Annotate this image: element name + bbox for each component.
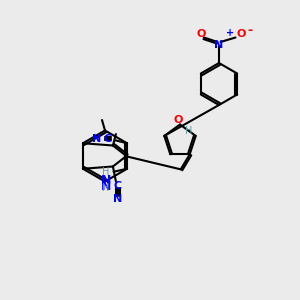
Text: O: O — [237, 29, 246, 40]
Text: O: O — [174, 115, 183, 125]
Text: N: N — [92, 134, 102, 144]
Text: N: N — [101, 179, 112, 193]
Text: N: N — [214, 40, 224, 50]
Text: O: O — [196, 29, 206, 40]
Text: H: H — [102, 183, 110, 193]
Text: C: C — [114, 181, 122, 191]
Text: H: H — [184, 126, 192, 136]
Text: N: N — [113, 194, 123, 204]
Text: C: C — [103, 134, 112, 144]
Text: -: - — [247, 24, 253, 38]
Text: N: N — [101, 174, 111, 187]
Text: H: H — [102, 167, 110, 177]
Text: +: + — [226, 28, 235, 38]
